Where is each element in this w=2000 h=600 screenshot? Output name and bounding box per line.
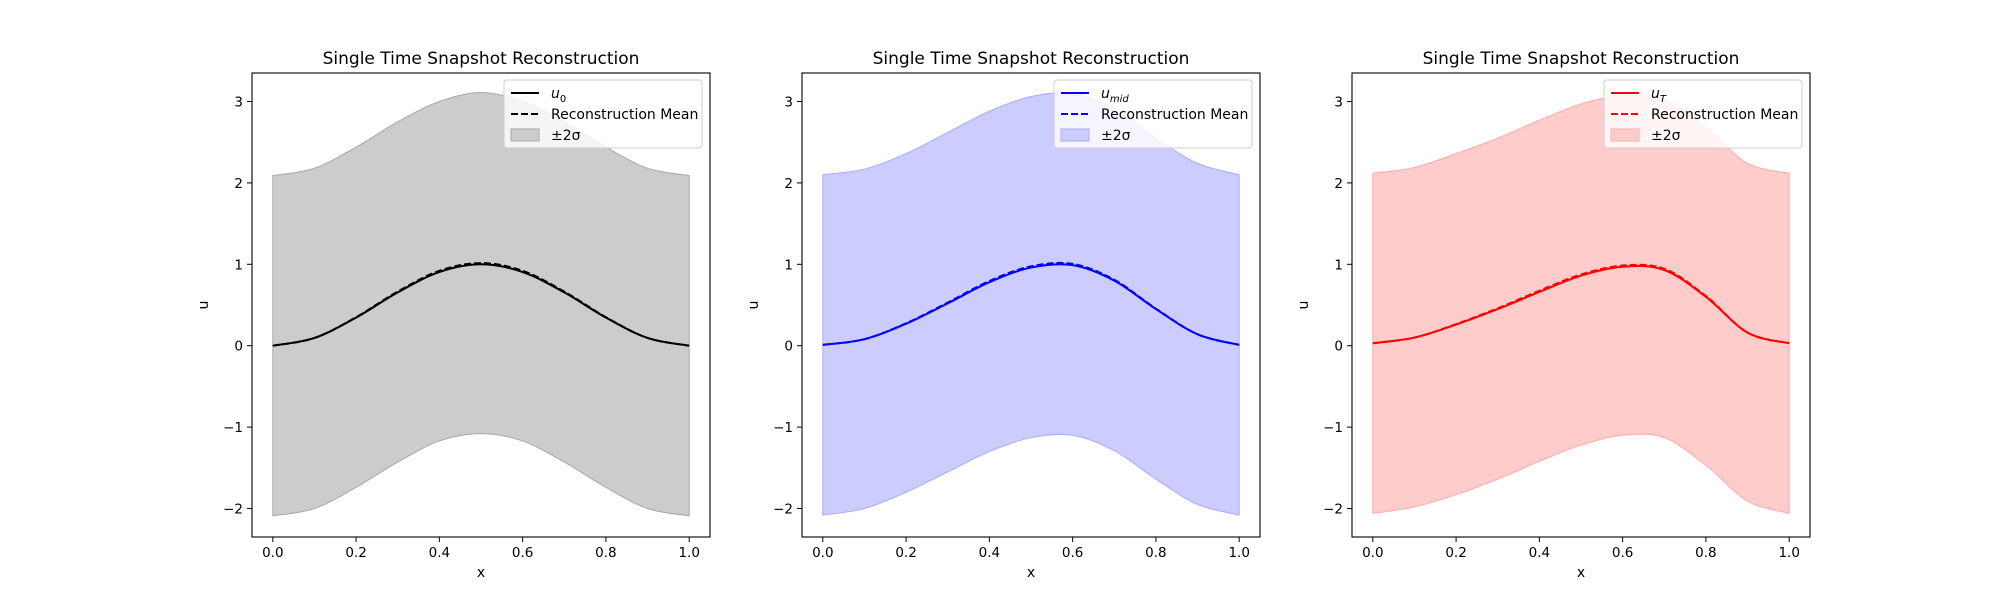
chart-title: Single Time Snapshot Reconstruction bbox=[323, 49, 640, 69]
legend-label-base: u bbox=[551, 86, 560, 102]
legend-band-swatch bbox=[1060, 128, 1090, 142]
x-tick-label: 0.4 bbox=[1529, 545, 1550, 561]
x-axis-label: x bbox=[1027, 565, 1035, 581]
legend-frame bbox=[1603, 79, 1803, 149]
x-tick-label: 0.4 bbox=[429, 545, 450, 561]
y-tick-label: −1 bbox=[1323, 420, 1343, 436]
chart-panel-1: 0.0 0.2 0.4 0.6 0.8 1.0 −2 −1 0 1 2 3 Single Time Sn… bbox=[196, 49, 711, 581]
y-tick-label: −1 bbox=[773, 420, 793, 436]
x-tick-label: 1.0 bbox=[678, 545, 699, 561]
reconstruction-mean-line bbox=[1372, 263, 1790, 345]
x-tick-label: 0.2 bbox=[345, 545, 366, 561]
legend-label: umid bbox=[1101, 86, 1129, 105]
y-tick-label: 3 bbox=[234, 94, 243, 110]
x-tick-label: 0.6 bbox=[1612, 545, 1633, 561]
y-tick-label: 1 bbox=[1334, 257, 1343, 273]
x-tick-label: 0.8 bbox=[1145, 545, 1166, 561]
legend-frame bbox=[1053, 79, 1253, 149]
x-tick-label: 0.8 bbox=[1695, 545, 1716, 561]
x-axis-label: x bbox=[477, 565, 485, 581]
chart-panel-3: 0.0 0.2 0.4 0.6 0.8 1.0 −2 −1 0 1 2 3 Single Time Sn… bbox=[1296, 49, 1811, 581]
chart-title: Single Time Snapshot Reconstruction bbox=[1423, 49, 1740, 69]
x-tick-label: 0.0 bbox=[812, 545, 833, 561]
x-tick-label: 0.2 bbox=[895, 545, 916, 561]
reconstruction-mean-line bbox=[822, 261, 1240, 346]
legend-label-base: u bbox=[1101, 86, 1110, 102]
y-tick-label: 3 bbox=[784, 94, 793, 110]
legend-label: Reconstruction Mean bbox=[1101, 107, 1248, 123]
uncertainty-band bbox=[822, 92, 1240, 516]
legend: u0 Reconstruction Mean ±2σ bbox=[503, 79, 703, 149]
legend-label-subscript: 0 bbox=[560, 94, 566, 105]
y-tick-label: 1 bbox=[234, 257, 243, 273]
legend-label-base: u bbox=[1651, 86, 1660, 102]
y-axis-label: u bbox=[746, 301, 762, 310]
x-tick-label: 0.0 bbox=[262, 545, 283, 561]
x-tick-label: 0.8 bbox=[595, 545, 616, 561]
legend-label: Reconstruction Mean bbox=[551, 107, 698, 123]
y-tick-label: 0 bbox=[234, 339, 243, 355]
y-tick-label: 2 bbox=[1334, 176, 1343, 192]
axes-frame bbox=[1351, 72, 1811, 538]
legend-label-subscript: T bbox=[1660, 94, 1667, 105]
legend: uT Reconstruction Mean ±2σ bbox=[1603, 79, 1803, 149]
uncertainty-band bbox=[1372, 94, 1790, 515]
legend-label: ±2σ bbox=[551, 128, 581, 144]
y-tick-label: 0 bbox=[1334, 339, 1343, 355]
x-tick-label: 0.0 bbox=[1362, 545, 1383, 561]
axes-frame bbox=[251, 72, 711, 538]
x-axis-label: x bbox=[1577, 565, 1585, 581]
y-axis-label: u bbox=[1296, 301, 1312, 310]
x-tick-label: 0.6 bbox=[512, 545, 533, 561]
y-tick-label: −2 bbox=[1323, 502, 1343, 518]
uncertainty-band bbox=[272, 92, 690, 517]
y-tick-label: 3 bbox=[1334, 94, 1343, 110]
chart-panel-2: 0.0 0.2 0.4 0.6 0.8 1.0 −2 −1 0 1 2 3 Single Time Sn… bbox=[746, 49, 1261, 581]
chart-title: Single Time Snapshot Reconstruction bbox=[873, 49, 1190, 69]
y-tick-label: 2 bbox=[234, 176, 243, 192]
x-tick-label: 0.6 bbox=[1062, 545, 1083, 561]
legend-label: u0 bbox=[551, 86, 566, 105]
y-tick-label: −2 bbox=[773, 502, 793, 518]
axes-frame bbox=[801, 72, 1261, 538]
y-tick-label: −2 bbox=[223, 502, 243, 518]
y-tick-label: 2 bbox=[784, 176, 793, 192]
legend-frame bbox=[503, 79, 703, 149]
y-tick-label: −1 bbox=[223, 420, 243, 436]
x-tick-label: 0.2 bbox=[1445, 545, 1466, 561]
legend-label: Reconstruction Mean bbox=[1651, 107, 1798, 123]
legend: umid Reconstruction Mean ±2σ bbox=[1053, 79, 1253, 149]
y-tick-label: 0 bbox=[784, 339, 793, 355]
legend-label: ±2σ bbox=[1101, 128, 1131, 144]
x-tick-label: 0.4 bbox=[979, 545, 1000, 561]
x-tick-label: 1.0 bbox=[1778, 545, 1799, 561]
y-axis-label: u bbox=[196, 301, 212, 310]
legend-label: uT bbox=[1651, 86, 1667, 105]
legend-band-swatch bbox=[1610, 128, 1640, 142]
y-tick-label: 1 bbox=[784, 257, 793, 273]
legend-band-swatch bbox=[510, 128, 540, 142]
legend-label: ±2σ bbox=[1651, 128, 1681, 144]
reconstruction-mean-line bbox=[272, 262, 690, 347]
x-tick-label: 1.0 bbox=[1228, 545, 1249, 561]
legend-label-subscript: mid bbox=[1110, 94, 1130, 105]
